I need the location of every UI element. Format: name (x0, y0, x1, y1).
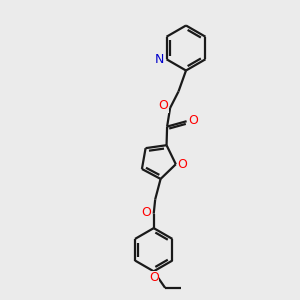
Text: O: O (149, 272, 159, 284)
Text: O: O (178, 158, 188, 171)
Text: N: N (155, 53, 165, 66)
Text: O: O (159, 99, 168, 112)
Text: O: O (188, 114, 198, 127)
Text: O: O (141, 206, 151, 219)
